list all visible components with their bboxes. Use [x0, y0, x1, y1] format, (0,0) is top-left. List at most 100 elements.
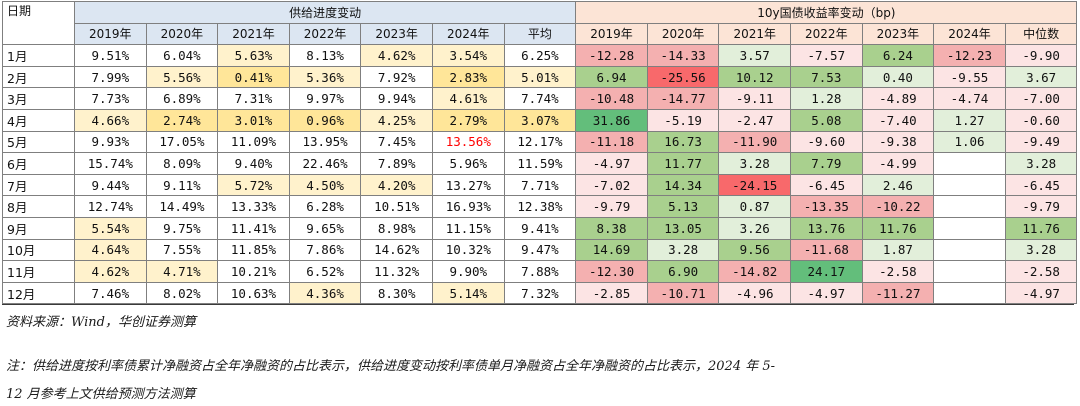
- footnote-line-1: 注：供给进度按利率债累计净融资占全年净融资的占比表示，供给进度变动按利率债单月净…: [6, 359, 776, 374]
- yield-cell: [933, 216, 1006, 240]
- yield-cell: [933, 238, 1006, 262]
- group-header-yield: 10y国债收益率变动（bp): [575, 1, 1078, 24]
- header-row-1: 日期 供给进度变动 10y国债收益率变动（bp): [2, 0, 1078, 46]
- yield-cell: 0.40: [861, 65, 935, 89]
- supply-cell: 2.83%: [431, 65, 505, 89]
- yield-cell: 6.90: [646, 260, 720, 283]
- month-label: 3月: [2, 87, 75, 110]
- yield-cell: 3.28: [718, 152, 792, 175]
- yield-cell: -4.97: [575, 152, 648, 175]
- yield-cell: 14.34: [646, 173, 720, 197]
- month-label: 1月: [2, 44, 75, 67]
- supply-cell: 4.61%: [431, 87, 505, 110]
- yield-cell: -7.57: [790, 44, 863, 67]
- supply-cell: 3.54%: [431, 44, 505, 67]
- yield-cell: -4.96: [718, 281, 792, 305]
- supply-cell: 10.51%: [360, 195, 433, 218]
- col-header-yield: 中位数: [1004, 22, 1078, 46]
- yield-cell: -10.71: [646, 281, 720, 305]
- table-row: 11月 4.62% 4.71% 10.21% 6.52% 11.32% 9.90% 7.88%…: [2, 260, 1078, 283]
- yield-cell: -2.85: [575, 281, 648, 305]
- supply-cell: 7.88%: [503, 260, 577, 283]
- supply-cell: 11.41%: [217, 216, 290, 240]
- yield-cell: 3.28: [1004, 152, 1078, 175]
- yield-cell: -11.90: [718, 130, 792, 154]
- month-label: 8月: [2, 195, 75, 218]
- supply-cell: 10.63%: [217, 281, 290, 305]
- supply-cell: 7.71%: [503, 173, 577, 197]
- col-header-yield: 2022年: [790, 22, 863, 46]
- supply-cell: 7.45%: [360, 130, 433, 154]
- yield-cell: 2.46: [861, 173, 935, 197]
- supply-cell: 13.27%: [431, 173, 505, 197]
- yield-cell: [933, 260, 1006, 283]
- supply-cell: 0.96%: [288, 108, 362, 132]
- supply-cell: 8.09%: [145, 152, 219, 175]
- col-header-yield: 2023年: [861, 22, 935, 46]
- supply-cell: 8.30%: [360, 281, 433, 305]
- table-row: 10月 4.64% 7.55% 11.85% 7.86% 14.62% 10.32% 9.47…: [2, 238, 1078, 262]
- supply-cell: 13.56%: [431, 130, 505, 154]
- supply-cell: 3.07%: [503, 108, 577, 132]
- yield-cell: 1.27: [933, 108, 1006, 132]
- col-header-yield: 2019年: [575, 22, 648, 46]
- supply-cell: 5.36%: [288, 65, 362, 89]
- month-label: 12月: [2, 281, 75, 305]
- source-note: 资料来源：Wind，华创证券测算: [6, 315, 196, 330]
- corner-label: 日期: [2, 0, 75, 46]
- supply-cell: 9.93%: [74, 130, 147, 154]
- col-header-supply: 2020年: [145, 22, 219, 46]
- table-row: 3月 7.73% 6.89% 7.31% 9.97% 9.94% 4.61% 7.74% -10…: [2, 87, 1078, 110]
- yield-cell: 13.76: [790, 216, 863, 240]
- supply-cell: 7.46%: [74, 281, 147, 305]
- yield-cell: 1.87: [861, 238, 935, 262]
- yield-cell: -4.97: [790, 281, 863, 305]
- table-row: 9月 5.54% 9.75% 11.41% 9.65% 8.98% 11.15% 9.41% 8…: [2, 216, 1078, 240]
- supply-cell: 12.74%: [74, 195, 147, 218]
- yield-cell: 5.13: [646, 195, 720, 218]
- yield-cell: -4.99: [861, 152, 935, 175]
- supply-cell: 8.02%: [145, 281, 219, 305]
- yield-cell: -9.55: [933, 65, 1006, 89]
- col-header-yield: 2024年: [933, 22, 1006, 46]
- col-header-supply: 2022年: [288, 22, 362, 46]
- supply-cell: 7.32%: [503, 281, 577, 305]
- yield-cell: -12.23: [933, 44, 1006, 67]
- supply-cell: 2.79%: [431, 108, 505, 132]
- yield-cell: 1.28: [790, 87, 863, 110]
- yield-cell: -25.56: [646, 65, 720, 89]
- yield-cell: -2.58: [861, 260, 935, 283]
- yield-cell: 3.67: [1004, 65, 1078, 89]
- yield-cell: -9.49: [1004, 130, 1078, 154]
- divider-rule: [2, 304, 1074, 305]
- supply-cell: 6.28%: [288, 195, 362, 218]
- yield-cell: -11.27: [861, 281, 935, 305]
- supply-cell: 5.14%: [431, 281, 505, 305]
- table-row: 2月 7.99% 5.56% 0.41% 5.36% 7.92% 2.83% 5.01% 6.9…: [2, 65, 1078, 89]
- yield-cell: -4.97: [1004, 281, 1078, 305]
- col-header-supply: 2021年: [217, 22, 290, 46]
- yield-cell: 31.86: [575, 108, 648, 132]
- yield-cell: 9.56: [718, 238, 792, 262]
- supply-cell: 14.62%: [360, 238, 433, 262]
- month-label: 2月: [2, 65, 75, 89]
- supply-cell: 4.71%: [145, 260, 219, 283]
- yield-cell: -10.22: [861, 195, 935, 218]
- yield-cell: 3.28: [1004, 238, 1078, 262]
- month-label: 5月: [2, 130, 75, 154]
- supply-cell: 9.51%: [74, 44, 147, 67]
- data-table: 日期 供给进度变动 10y国债收益率变动（bp) 2019年 2020年 2021年…: [2, 0, 1078, 305]
- yield-cell: 14.69: [575, 238, 648, 262]
- supply-cell: 0.41%: [217, 65, 290, 89]
- supply-cell: 9.40%: [217, 152, 290, 175]
- supply-cell: 11.09%: [217, 130, 290, 154]
- yield-cell: -11.68: [790, 238, 863, 262]
- supply-cell: 4.64%: [74, 238, 147, 262]
- col-header-yield: 2021年: [718, 22, 792, 46]
- yield-cell: -0.60: [1004, 108, 1078, 132]
- col-header-supply: 2024年: [431, 22, 505, 46]
- col-header-yield: 2020年: [646, 22, 720, 46]
- month-label: 6月: [2, 152, 75, 175]
- supply-cell: 4.20%: [360, 173, 433, 197]
